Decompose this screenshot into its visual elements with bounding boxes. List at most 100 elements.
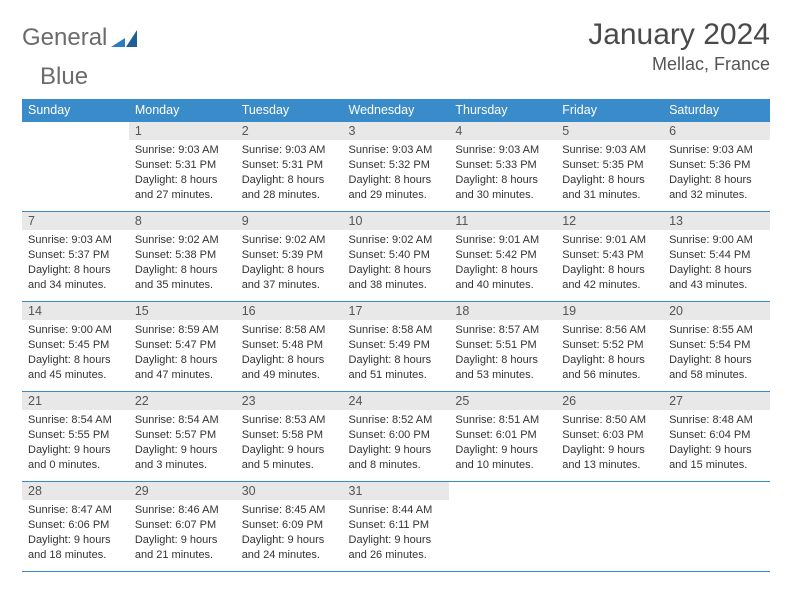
day-number: 27 (663, 392, 770, 410)
calendar-day-cell (556, 482, 663, 572)
day-details: Sunrise: 8:58 AMSunset: 5:48 PMDaylight:… (236, 320, 343, 386)
day-details: Sunrise: 8:58 AMSunset: 5:49 PMDaylight:… (343, 320, 450, 386)
calendar-day-cell: 2Sunrise: 9:03 AMSunset: 5:31 PMDaylight… (236, 122, 343, 212)
calendar-week-row: 7Sunrise: 9:03 AMSunset: 5:37 PMDaylight… (22, 212, 770, 302)
day-details: Sunrise: 8:51 AMSunset: 6:01 PMDaylight:… (449, 410, 556, 476)
weekday-header: Saturday (663, 99, 770, 122)
day-details: Sunrise: 8:56 AMSunset: 5:52 PMDaylight:… (556, 320, 663, 386)
calendar-day-cell: 30Sunrise: 8:45 AMSunset: 6:09 PMDayligh… (236, 482, 343, 572)
day-details: Sunrise: 9:00 AMSunset: 5:45 PMDaylight:… (22, 320, 129, 386)
day-number: 21 (22, 392, 129, 410)
day-details: Sunrise: 9:00 AMSunset: 5:44 PMDaylight:… (663, 230, 770, 296)
day-number: 25 (449, 392, 556, 410)
day-number: 18 (449, 302, 556, 320)
calendar-table: Sunday Monday Tuesday Wednesday Thursday… (22, 99, 770, 572)
day-number: 12 (556, 212, 663, 230)
weekday-header: Friday (556, 99, 663, 122)
calendar-week-row: 21Sunrise: 8:54 AMSunset: 5:55 PMDayligh… (22, 392, 770, 482)
day-details: Sunrise: 8:44 AMSunset: 6:11 PMDaylight:… (343, 500, 450, 566)
weekday-header: Thursday (449, 99, 556, 122)
calendar-day-cell (449, 482, 556, 572)
calendar-day-cell: 21Sunrise: 8:54 AMSunset: 5:55 PMDayligh… (22, 392, 129, 482)
day-details: Sunrise: 8:54 AMSunset: 5:55 PMDaylight:… (22, 410, 129, 476)
calendar-day-cell (663, 482, 770, 572)
day-number: 8 (129, 212, 236, 230)
day-details: Sunrise: 9:02 AMSunset: 5:38 PMDaylight:… (129, 230, 236, 296)
day-number: 3 (343, 122, 450, 140)
day-details: Sunrise: 9:01 AMSunset: 5:42 PMDaylight:… (449, 230, 556, 296)
day-number: 20 (663, 302, 770, 320)
calendar-day-cell: 20Sunrise: 8:55 AMSunset: 5:54 PMDayligh… (663, 302, 770, 392)
day-details: Sunrise: 9:03 AMSunset: 5:37 PMDaylight:… (22, 230, 129, 296)
calendar-day-cell: 3Sunrise: 9:03 AMSunset: 5:32 PMDaylight… (343, 122, 450, 212)
weekday-header: Monday (129, 99, 236, 122)
brand-logo: General (22, 18, 139, 52)
calendar-day-cell: 19Sunrise: 8:56 AMSunset: 5:52 PMDayligh… (556, 302, 663, 392)
calendar-day-cell: 9Sunrise: 9:02 AMSunset: 5:39 PMDaylight… (236, 212, 343, 302)
day-number: 5 (556, 122, 663, 140)
day-number: 31 (343, 482, 450, 500)
day-number: 28 (22, 482, 129, 500)
calendar-day-cell: 25Sunrise: 8:51 AMSunset: 6:01 PMDayligh… (449, 392, 556, 482)
weekday-header: Sunday (22, 99, 129, 122)
day-details: Sunrise: 9:03 AMSunset: 5:33 PMDaylight:… (449, 140, 556, 206)
day-number: 10 (343, 212, 450, 230)
calendar-body: 1Sunrise: 9:03 AMSunset: 5:31 PMDaylight… (22, 122, 770, 572)
day-details: Sunrise: 8:47 AMSunset: 6:06 PMDaylight:… (22, 500, 129, 566)
calendar-day-cell: 8Sunrise: 9:02 AMSunset: 5:38 PMDaylight… (129, 212, 236, 302)
day-details: Sunrise: 9:02 AMSunset: 5:40 PMDaylight:… (343, 230, 450, 296)
brand-mark-icon (111, 27, 137, 52)
day-details: Sunrise: 8:52 AMSunset: 6:00 PMDaylight:… (343, 410, 450, 476)
calendar-day-cell: 27Sunrise: 8:48 AMSunset: 6:04 PMDayligh… (663, 392, 770, 482)
calendar-week-row: 14Sunrise: 9:00 AMSunset: 5:45 PMDayligh… (22, 302, 770, 392)
day-number (22, 122, 129, 140)
calendar-day-cell: 28Sunrise: 8:47 AMSunset: 6:06 PMDayligh… (22, 482, 129, 572)
weekday-header: Tuesday (236, 99, 343, 122)
calendar-day-cell: 12Sunrise: 9:01 AMSunset: 5:43 PMDayligh… (556, 212, 663, 302)
day-number: 4 (449, 122, 556, 140)
day-details: Sunrise: 9:02 AMSunset: 5:39 PMDaylight:… (236, 230, 343, 296)
calendar-day-cell: 14Sunrise: 9:00 AMSunset: 5:45 PMDayligh… (22, 302, 129, 392)
calendar-day-cell: 22Sunrise: 8:54 AMSunset: 5:57 PMDayligh… (129, 392, 236, 482)
calendar-day-cell: 1Sunrise: 9:03 AMSunset: 5:31 PMDaylight… (129, 122, 236, 212)
day-details: Sunrise: 8:54 AMSunset: 5:57 PMDaylight:… (129, 410, 236, 476)
calendar-day-cell: 6Sunrise: 9:03 AMSunset: 5:36 PMDaylight… (663, 122, 770, 212)
day-number: 17 (343, 302, 450, 320)
day-details: Sunrise: 9:03 AMSunset: 5:31 PMDaylight:… (236, 140, 343, 206)
title-block: January 2024 Mellac, France (588, 18, 770, 75)
day-number: 13 (663, 212, 770, 230)
calendar-day-cell: 13Sunrise: 9:00 AMSunset: 5:44 PMDayligh… (663, 212, 770, 302)
calendar-week-row: 1Sunrise: 9:03 AMSunset: 5:31 PMDaylight… (22, 122, 770, 212)
day-number: 2 (236, 122, 343, 140)
calendar-day-cell: 4Sunrise: 9:03 AMSunset: 5:33 PMDaylight… (449, 122, 556, 212)
calendar-day-cell: 26Sunrise: 8:50 AMSunset: 6:03 PMDayligh… (556, 392, 663, 482)
location-label: Mellac, France (588, 54, 770, 75)
day-number: 29 (129, 482, 236, 500)
day-details: Sunrise: 8:48 AMSunset: 6:04 PMDaylight:… (663, 410, 770, 476)
calendar-week-row: 28Sunrise: 8:47 AMSunset: 6:06 PMDayligh… (22, 482, 770, 572)
calendar-day-cell: 23Sunrise: 8:53 AMSunset: 5:58 PMDayligh… (236, 392, 343, 482)
calendar-day-cell: 15Sunrise: 8:59 AMSunset: 5:47 PMDayligh… (129, 302, 236, 392)
day-details: Sunrise: 9:03 AMSunset: 5:36 PMDaylight:… (663, 140, 770, 206)
weekday-header: Wednesday (343, 99, 450, 122)
day-details: Sunrise: 8:55 AMSunset: 5:54 PMDaylight:… (663, 320, 770, 386)
day-number (663, 482, 770, 500)
day-number: 14 (22, 302, 129, 320)
calendar-day-cell: 24Sunrise: 8:52 AMSunset: 6:00 PMDayligh… (343, 392, 450, 482)
day-details: Sunrise: 8:50 AMSunset: 6:03 PMDaylight:… (556, 410, 663, 476)
day-number: 15 (129, 302, 236, 320)
day-details: Sunrise: 8:53 AMSunset: 5:58 PMDaylight:… (236, 410, 343, 476)
day-number (556, 482, 663, 500)
day-details: Sunrise: 9:03 AMSunset: 5:35 PMDaylight:… (556, 140, 663, 206)
calendar-day-cell: 10Sunrise: 9:02 AMSunset: 5:40 PMDayligh… (343, 212, 450, 302)
brand-word-2: Blue (40, 63, 88, 90)
day-details: Sunrise: 9:03 AMSunset: 5:32 PMDaylight:… (343, 140, 450, 206)
day-number (449, 482, 556, 500)
calendar-day-cell: 17Sunrise: 8:58 AMSunset: 5:49 PMDayligh… (343, 302, 450, 392)
month-title: January 2024 (588, 18, 770, 52)
calendar-day-cell: 16Sunrise: 8:58 AMSunset: 5:48 PMDayligh… (236, 302, 343, 392)
calendar-day-cell (22, 122, 129, 212)
calendar-day-cell: 5Sunrise: 9:03 AMSunset: 5:35 PMDaylight… (556, 122, 663, 212)
day-number: 26 (556, 392, 663, 410)
day-number: 1 (129, 122, 236, 140)
